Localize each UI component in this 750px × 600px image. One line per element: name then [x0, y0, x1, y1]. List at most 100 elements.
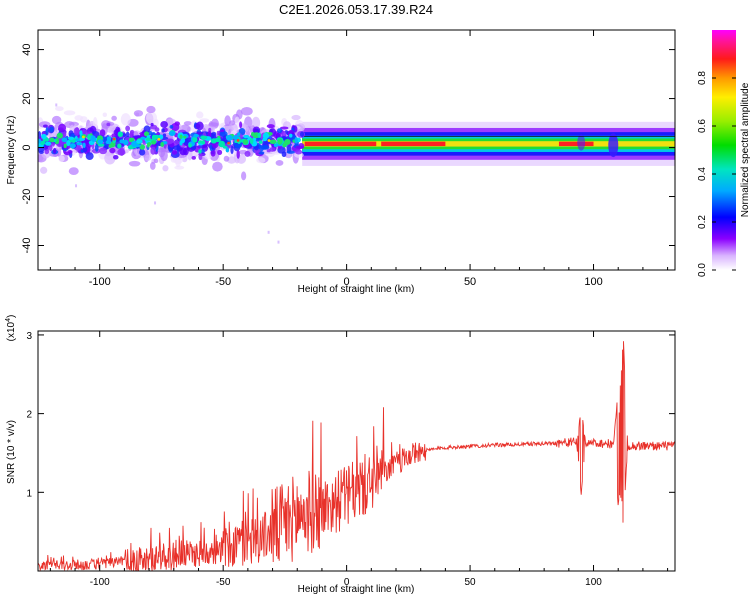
spectrogram-cell: [183, 121, 192, 126]
spectrogram-xtick-label: 100: [584, 276, 602, 288]
spectrogram-cell: [252, 137, 257, 142]
spectrogram-panel: -100 -50 0 50 100 -40 -20 0 20 40 Height of strai…: [6, 29, 676, 295]
spectrogram-marks: [38, 103, 675, 244]
spectrogram-frame: [37, 29, 676, 271]
spectrogram-cell: [226, 134, 233, 141]
spectrogram-cell: [284, 139, 291, 146]
spectrogram-cell: [154, 127, 160, 132]
spectrogram-cell: [180, 137, 186, 144]
colorbar-label: Normalized spectral amplitude: [740, 82, 750, 217]
spectrogram-cell: [111, 115, 117, 121]
spectrogram-cell: [223, 155, 230, 162]
snr-xtick-label: 50: [465, 577, 477, 588]
colorbar: 0.0 0.2 0.4 0.6 0.8 Normalized spectral ampl…: [697, 30, 750, 277]
spectrogram-cell: [281, 151, 287, 158]
colorbar-tick-label: 0.8: [697, 71, 708, 85]
spectrogram-cell: [45, 141, 52, 146]
spectrogram-cell: [162, 133, 167, 138]
spectrogram-cell: [68, 167, 79, 176]
spectrogram-cell: [286, 150, 295, 154]
spectrogram-cell: [234, 143, 242, 149]
spectrogram-cell: [212, 161, 223, 172]
spectrogram-cell: [74, 115, 84, 121]
spectrogram-cell: [192, 136, 198, 143]
spectrogram-cell: [295, 149, 303, 155]
spectrogram-cell: [191, 155, 196, 160]
snr-ticks: -100 -50 0 50 100 1 2 3: [26, 331, 675, 588]
spectrogram-band-peak: [381, 141, 446, 147]
spectrogram-cell: [169, 124, 174, 129]
spectrogram-cell: [129, 129, 135, 134]
snr-frame: [37, 330, 676, 572]
snr-scale-close: ): [6, 315, 17, 318]
spectrogram-cell: [56, 132, 63, 139]
snr-xlabel: Height of straight line (km): [298, 584, 415, 595]
spectrogram-cell: [63, 151, 71, 156]
spectrogram-cell: [199, 118, 210, 123]
spectrogram-cell: [242, 139, 249, 145]
spectrogram-cell: [193, 133, 199, 138]
spectrogram-cell: [197, 140, 204, 144]
spectrogram-cell: [260, 145, 270, 150]
spectrogram-cell: [161, 128, 165, 133]
spectrogram-cell: [160, 141, 165, 148]
spectrogram-cell: [147, 142, 152, 146]
spectrogram-ytick-label: 40: [21, 43, 33, 55]
spectrogram-cell: [244, 150, 251, 157]
spectrogram-xtick-label: 50: [464, 276, 476, 288]
spectrogram-cell: [266, 148, 271, 153]
snr-scale-prefix: (x10: [6, 321, 17, 341]
spectrogram-cell: [143, 125, 151, 133]
spectrogram-cell: [216, 130, 221, 136]
colorbar-tick-label: 0.6: [697, 119, 708, 133]
spectrogram-cell: [225, 147, 230, 153]
spectrogram-cell: [239, 121, 243, 129]
spectrogram-disturbance: [577, 134, 586, 151]
spectrogram-ticks: -100 -50 0 50 100 -40 -20 0 20 40: [21, 30, 675, 288]
spectrogram-cell: [282, 142, 287, 148]
spectrogram-cell: [117, 131, 123, 138]
spectrogram-cell: [160, 120, 168, 128]
spectrogram-cell: [201, 135, 205, 141]
spectrogram-cell: [196, 131, 204, 135]
snr-marks: [38, 341, 675, 571]
spectrogram-cell: [51, 115, 62, 125]
spectrogram-cell: [146, 111, 157, 125]
spectrogram-cell: [267, 139, 271, 142]
spectrogram-cell: [256, 157, 266, 164]
snr-panel: -100 -50 0 50 100 1 2 3 Height of straight line…: [5, 315, 676, 595]
spectrogram-cell: [229, 120, 236, 126]
spectrogram-disturbance: [608, 133, 619, 158]
spectrogram-cell: [79, 130, 83, 136]
spectrogram-outlier: [75, 184, 78, 188]
spectrogram-cell: [149, 161, 156, 170]
spectrogram-cell: [269, 139, 277, 145]
spectrogram-cell: [179, 147, 188, 156]
spectrogram-cell: [87, 133, 91, 141]
spectrogram-cell: [236, 150, 240, 159]
spectrogram-cell: [66, 140, 71, 147]
spectrogram-cell: [144, 154, 151, 161]
spectrogram-cell: [150, 146, 157, 155]
spectrogram-xlabel: Height of straight line (km): [298, 284, 415, 295]
snr-xtick-label: -100: [90, 577, 110, 588]
spectrogram-cell: [280, 126, 289, 130]
spectrogram-cell: [153, 158, 159, 164]
spectrogram-cell: [99, 129, 106, 137]
spectrogram-cell: [294, 137, 298, 144]
spectrogram-outlier: [154, 201, 157, 205]
spectrogram-cell: [98, 147, 108, 155]
spectrogram-band: [302, 141, 675, 147]
spectrogram-cell: [41, 133, 47, 140]
spectrogram-cell: [109, 147, 116, 154]
spectrogram-cell: [171, 122, 180, 132]
spectrogram-cell: [174, 165, 185, 170]
spectrogram-cell: [136, 139, 143, 144]
spectrogram-cell: [97, 139, 104, 145]
spectrogram-cell: [63, 110, 76, 116]
spectrogram-cell: [237, 132, 241, 137]
spectrogram-cell: [104, 151, 116, 165]
spectrogram-cell: [94, 143, 99, 152]
spectrogram-cell: [55, 106, 64, 112]
colorbar-tick-label: 0.4: [697, 167, 708, 181]
